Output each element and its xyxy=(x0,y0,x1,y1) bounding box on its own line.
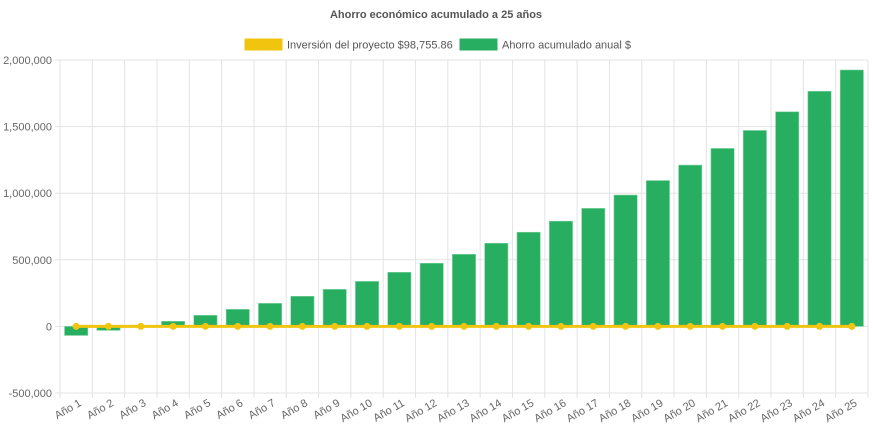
x-tick-label: Año 7 xyxy=(247,397,278,422)
x-tick-label: Año 22 xyxy=(726,397,762,425)
chart-title: Ahorro económico acumulado a 25 años xyxy=(330,9,542,21)
bar-año-23 xyxy=(775,111,800,327)
y-tick-label: 1,500,000 xyxy=(3,122,52,134)
bar-año-10 xyxy=(355,281,379,327)
bar-año-16 xyxy=(549,220,573,327)
bar-año-12 xyxy=(419,262,444,327)
bar-año-24 xyxy=(807,91,832,327)
bar-año-9 xyxy=(322,289,347,327)
x-tick-label: Año 11 xyxy=(371,397,406,424)
x-tick-label: Año 15 xyxy=(500,397,536,425)
x-tick-label: Año 1 xyxy=(53,397,84,422)
investment-point xyxy=(266,322,274,330)
investment-point xyxy=(589,322,597,330)
legend-label-investment: Inversión del proyecto $98,755.86 xyxy=(287,40,453,52)
x-tick-label: Año 4 xyxy=(150,397,181,422)
bar-año-13 xyxy=(452,254,476,327)
bar-año-18 xyxy=(613,194,638,327)
x-tick-label: Año 10 xyxy=(338,397,374,425)
x-tick-label: Año 13 xyxy=(435,397,471,425)
investment-point xyxy=(848,322,856,330)
x-tick-label: Año 5 xyxy=(182,397,213,422)
investment-point xyxy=(622,322,630,330)
y-tick-label: -500,000 xyxy=(9,388,52,400)
investment-point xyxy=(492,322,500,330)
investment-point xyxy=(331,322,339,330)
x-tick-label: Año 18 xyxy=(597,397,633,425)
investment-point xyxy=(395,322,403,330)
investment-point xyxy=(783,322,791,330)
investment-point xyxy=(460,322,468,330)
investment-point xyxy=(137,322,145,330)
y-tick-label: 0 xyxy=(46,321,52,333)
investment-point xyxy=(654,322,662,330)
legend-swatch-savings xyxy=(458,37,499,52)
x-tick-label: Año 25 xyxy=(823,397,859,425)
y-tick-label: 1,000,000 xyxy=(3,188,52,200)
bar-año-25 xyxy=(839,69,864,327)
y-tick-label: 2,000,000 xyxy=(3,55,52,67)
investment-point xyxy=(525,322,533,330)
bar-año-15 xyxy=(516,231,541,327)
bar-año-20 xyxy=(678,164,703,327)
x-tick-label: Año 17 xyxy=(565,397,601,425)
bar-año-21 xyxy=(710,148,735,327)
investment-point xyxy=(169,322,177,330)
x-tick-label: Año 3 xyxy=(117,397,148,422)
legend: Inversión del proyecto $98,755.86 Ahorro… xyxy=(243,37,631,52)
x-tick-label: Año 19 xyxy=(629,397,665,425)
bar-año-17 xyxy=(581,208,606,327)
x-tick-label: Año 6 xyxy=(214,397,245,422)
legend-swatch-investment xyxy=(243,37,284,52)
investment-point xyxy=(557,322,565,330)
investment-point xyxy=(72,322,80,330)
x-tick-label: Año 23 xyxy=(758,397,794,425)
investment-point xyxy=(816,322,824,330)
x-tick-label: Año 8 xyxy=(279,397,310,422)
investment-point xyxy=(751,322,759,330)
bar-año-8 xyxy=(290,295,315,327)
x-tick-label: Año 21 xyxy=(694,397,730,425)
investment-point xyxy=(234,322,242,330)
legend-label-savings: Ahorro acumulado anual $ xyxy=(502,40,631,52)
bar-año-14 xyxy=(484,242,509,327)
investment-point xyxy=(719,322,727,330)
bar-año-19 xyxy=(645,180,670,327)
x-tick-label: Año 24 xyxy=(791,397,827,425)
investment-point xyxy=(104,322,112,330)
bar-año-22 xyxy=(742,130,767,327)
x-tick-label: Año 2 xyxy=(85,397,116,422)
x-tick-label: Año 16 xyxy=(532,397,568,425)
y-tick-label: 500,000 xyxy=(12,255,52,267)
investment-point xyxy=(686,322,694,330)
investment-point xyxy=(298,322,306,330)
x-tick-label: Año 20 xyxy=(662,397,698,425)
investment-point xyxy=(428,322,436,330)
investment-point xyxy=(363,322,371,330)
x-tick-label: Año 12 xyxy=(403,397,439,425)
bar-año-11 xyxy=(387,272,412,327)
x-tick-label: Año 14 xyxy=(468,397,504,425)
investment-point xyxy=(201,322,209,330)
x-tick-label: Año 9 xyxy=(311,397,342,422)
